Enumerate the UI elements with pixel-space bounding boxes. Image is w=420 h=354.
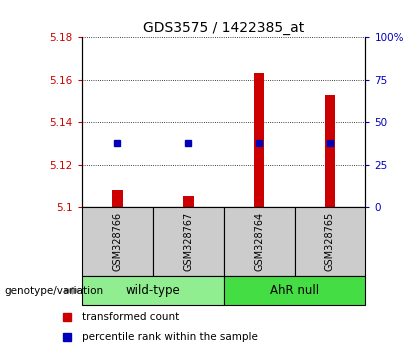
- Text: GSM328767: GSM328767: [183, 212, 193, 271]
- Text: GSM328766: GSM328766: [112, 212, 122, 271]
- Text: transformed count: transformed count: [82, 312, 179, 321]
- Bar: [224, 276, 365, 305]
- Text: GSM328764: GSM328764: [254, 212, 264, 271]
- Text: wild-type: wild-type: [126, 284, 180, 297]
- Text: AhR null: AhR null: [270, 284, 319, 297]
- Bar: [294, 207, 365, 276]
- Bar: [183, 196, 194, 207]
- Text: percentile rank within the sample: percentile rank within the sample: [82, 332, 258, 342]
- Bar: [325, 95, 335, 207]
- Bar: [82, 207, 153, 276]
- Bar: [112, 190, 123, 207]
- Bar: [82, 276, 224, 305]
- Text: GSM328765: GSM328765: [325, 212, 335, 271]
- Bar: [224, 207, 294, 276]
- Title: GDS3575 / 1422385_at: GDS3575 / 1422385_at: [143, 21, 304, 35]
- Bar: [153, 207, 224, 276]
- Bar: [254, 73, 265, 207]
- Text: genotype/variation: genotype/variation: [4, 286, 103, 296]
